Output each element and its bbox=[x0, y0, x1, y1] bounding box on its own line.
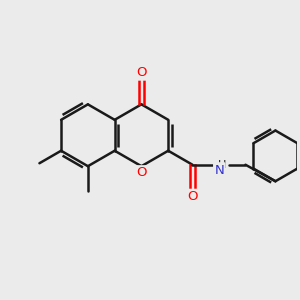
Text: O: O bbox=[187, 190, 198, 203]
Text: N: N bbox=[214, 164, 224, 176]
Text: H: H bbox=[218, 160, 226, 170]
Text: O: O bbox=[136, 66, 147, 80]
Text: O: O bbox=[136, 167, 147, 179]
